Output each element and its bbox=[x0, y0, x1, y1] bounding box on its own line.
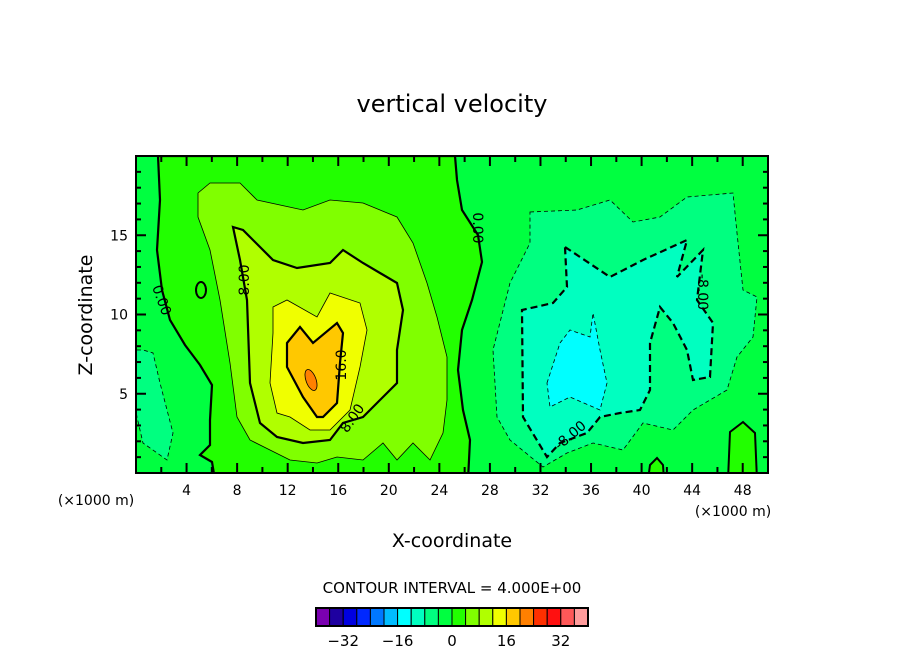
colorbar-tick-label: 32 bbox=[551, 632, 570, 650]
x-tick-label: 24 bbox=[430, 483, 448, 499]
region-positive-0-blob bbox=[195, 281, 207, 299]
region-positive-16 bbox=[285, 321, 345, 419]
colorbar-swatch bbox=[492, 607, 507, 627]
contour-label: 16.0 bbox=[334, 349, 350, 380]
contour-label: 0.00 bbox=[469, 212, 485, 243]
colorbar-swatch bbox=[573, 607, 589, 627]
colorbar-swatch bbox=[315, 607, 331, 627]
colorbar-swatch bbox=[342, 607, 358, 627]
colorbar-tick-label: 16 bbox=[497, 632, 516, 650]
colorbar-swatch bbox=[465, 607, 480, 627]
colorbar-swatch bbox=[397, 607, 412, 627]
contour-label: 8.00 bbox=[237, 264, 253, 295]
colorbar-swatch bbox=[329, 607, 344, 627]
colorbar-labels: −32 −16 0 16 32 bbox=[327, 632, 570, 650]
region-negative-4-left bbox=[136, 349, 174, 461]
x-tick-label: 36 bbox=[582, 483, 600, 499]
x-unit-label-right: (×1000 m) bbox=[695, 504, 771, 520]
x-tick-label: 32 bbox=[532, 483, 550, 499]
colorbar-swatch bbox=[505, 607, 521, 627]
colorbar-swatch bbox=[560, 607, 575, 627]
contour-label: -8.00 bbox=[694, 274, 710, 310]
colorbar-tick-label: 0 bbox=[447, 632, 457, 650]
colorbar-swatch bbox=[451, 607, 467, 627]
x-unit-label-left: (×1000 m) bbox=[58, 493, 134, 509]
colorbar-swatch bbox=[369, 607, 385, 627]
colorbar-frame bbox=[315, 607, 589, 627]
contour-field bbox=[136, 156, 768, 473]
y-tick-label: 15 bbox=[110, 228, 128, 244]
x-tick-label: 40 bbox=[633, 483, 651, 499]
region-negative-8 bbox=[520, 238, 715, 459]
region-positive-20 bbox=[304, 369, 318, 391]
colorbar-swatch bbox=[478, 607, 494, 627]
x-tick-label: 12 bbox=[279, 483, 297, 499]
colorbar-swatch bbox=[410, 607, 426, 627]
colorbar-swatch bbox=[437, 607, 453, 627]
colorbar-tick-label: −32 bbox=[327, 632, 359, 650]
x-tick-label: 4 bbox=[182, 483, 191, 499]
colorbar-swatch bbox=[356, 607, 371, 627]
x-tick-label: 16 bbox=[329, 483, 347, 499]
x-axis-label: X-coordinate bbox=[392, 530, 512, 552]
colorbar-swatch bbox=[533, 607, 548, 627]
colorbar-swatch bbox=[519, 607, 535, 627]
region-negative-12 bbox=[546, 312, 608, 411]
x-tick-label: 28 bbox=[481, 483, 499, 499]
colorbar-tick-label: −16 bbox=[382, 632, 414, 650]
x-tick-label: 8 bbox=[233, 483, 242, 499]
contour-labels: 0.00 8.00 16.0 8.00 0.00 -8.00 -8.00 bbox=[148, 212, 710, 453]
y-tick-label: 10 bbox=[110, 308, 128, 324]
contour-interval-text: CONTOUR INTERVAL = 4.000E+00 bbox=[323, 579, 582, 597]
colorbar-swatch bbox=[383, 607, 399, 627]
colorbar bbox=[315, 607, 589, 627]
y-axis-label: Z-coordinate bbox=[75, 255, 97, 376]
region-positive-0-blob bbox=[647, 456, 665, 473]
y-tick-label: 5 bbox=[119, 387, 128, 403]
chart-title: vertical velocity bbox=[357, 90, 548, 118]
x-tick-label: 44 bbox=[683, 483, 701, 499]
x-tick-label: 48 bbox=[734, 483, 752, 499]
x-tick-label: 20 bbox=[380, 483, 398, 499]
region-positive-0-blob bbox=[727, 420, 758, 473]
colorbar-swatch bbox=[424, 607, 439, 627]
axis-ticks bbox=[136, 156, 768, 473]
colorbar-swatch bbox=[546, 607, 562, 627]
